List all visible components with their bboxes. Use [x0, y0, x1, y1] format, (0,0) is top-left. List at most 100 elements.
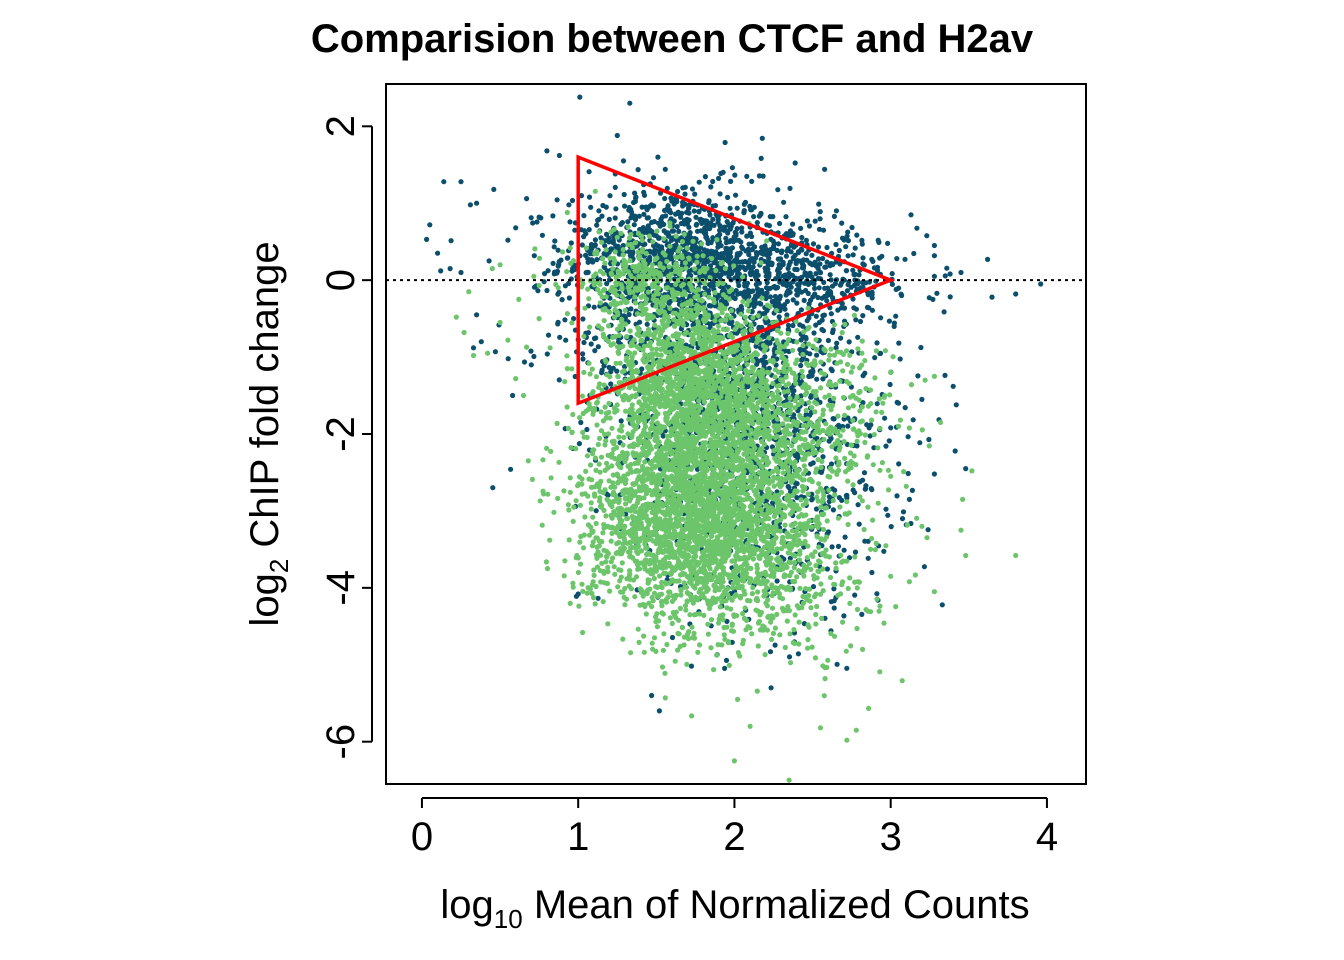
data-point	[888, 524, 894, 530]
data-point	[531, 284, 538, 290]
data-point	[637, 319, 643, 325]
data-point	[599, 326, 605, 332]
data-point	[639, 204, 645, 210]
data-point	[881, 548, 887, 554]
data-point	[902, 256, 908, 262]
data-point	[667, 207, 673, 213]
data-point	[720, 317, 726, 323]
data-point	[662, 195, 668, 202]
data-point	[805, 645, 811, 651]
data-point	[811, 281, 817, 287]
data-point	[845, 282, 851, 288]
data-point	[942, 372, 948, 378]
data-point	[528, 348, 534, 354]
points-layer	[424, 94, 1044, 783]
data-point	[726, 296, 732, 302]
data-point	[435, 250, 441, 256]
data-point	[528, 362, 534, 368]
data-point	[958, 269, 964, 276]
data-point	[644, 215, 650, 221]
data-point	[594, 422, 600, 428]
data-point	[651, 232, 657, 238]
data-point	[798, 307, 805, 313]
data-point	[740, 298, 746, 305]
data-point	[869, 256, 875, 262]
data-point	[640, 225, 646, 231]
data-point	[695, 319, 701, 325]
data-point	[900, 509, 907, 515]
data-point	[635, 167, 641, 173]
data-point	[803, 336, 809, 342]
data-point	[939, 602, 945, 608]
data-point	[619, 220, 626, 226]
data-point	[587, 371, 593, 377]
data-point	[918, 344, 924, 351]
data-point	[672, 347, 679, 353]
data-point	[675, 188, 681, 195]
data-point	[750, 315, 756, 321]
data-point	[622, 203, 628, 209]
data-point	[734, 251, 741, 257]
data-point	[732, 295, 738, 302]
data-point	[664, 185, 670, 191]
data-point	[917, 440, 923, 446]
data-point	[544, 287, 550, 294]
data-point	[1013, 291, 1019, 297]
data-point	[878, 315, 884, 321]
data-point	[813, 271, 819, 277]
data-point	[710, 216, 716, 222]
data-point	[734, 205, 740, 211]
data-point	[556, 459, 562, 465]
data-point	[599, 367, 605, 373]
data-point	[768, 685, 774, 691]
data-point	[656, 341, 662, 347]
data-point	[820, 227, 827, 233]
data-point	[764, 280, 770, 286]
data-point	[822, 166, 828, 172]
data-point	[625, 362, 632, 368]
data-point	[808, 373, 814, 379]
data-point	[820, 376, 826, 382]
data-point	[841, 613, 847, 619]
data-point	[812, 218, 818, 224]
data-point	[909, 487, 916, 493]
data-point	[629, 358, 635, 364]
data-point	[825, 337, 832, 344]
data-point	[825, 529, 832, 535]
data-point	[947, 294, 953, 300]
data-point	[824, 244, 830, 251]
data-point	[715, 323, 722, 329]
data-point	[852, 490, 858, 496]
data-point	[719, 251, 725, 257]
data-point	[736, 266, 742, 272]
data-point	[775, 187, 781, 193]
data-point	[539, 232, 546, 238]
data-point	[824, 293, 830, 299]
data-point	[842, 534, 848, 540]
data-point	[742, 376, 748, 382]
data-point	[753, 250, 760, 256]
data-point	[641, 211, 647, 217]
data-point	[683, 329, 690, 335]
data-point	[861, 262, 867, 268]
data-point	[669, 228, 675, 234]
data-point	[786, 654, 793, 660]
data-point	[585, 330, 592, 336]
data-point	[648, 351, 655, 357]
data-point	[750, 288, 756, 294]
data-point	[608, 381, 614, 387]
data-point	[888, 425, 894, 431]
data-point	[777, 220, 783, 227]
data-point	[587, 324, 593, 330]
data-point	[883, 506, 889, 512]
data-point	[718, 363, 725, 369]
data-point	[839, 220, 845, 226]
data-point	[739, 225, 745, 231]
data-point	[852, 245, 858, 251]
data-point	[681, 218, 688, 224]
data-point	[682, 201, 688, 207]
data-point	[787, 185, 793, 191]
data-point	[685, 205, 692, 212]
data-point	[744, 361, 750, 367]
